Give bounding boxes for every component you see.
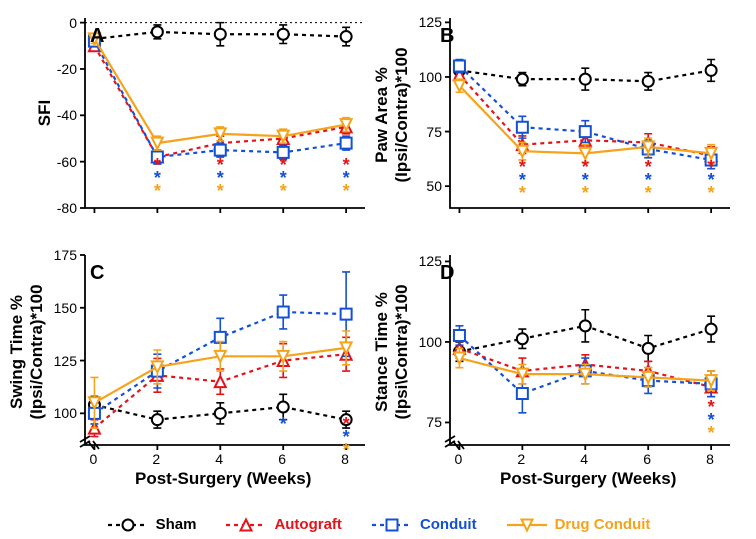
panel-b: ************ — [450, 18, 730, 208]
panel-c: **** — [85, 255, 365, 445]
panel-label-c: C — [90, 262, 104, 285]
panel-label-b: B — [440, 25, 454, 48]
svg-text:*: * — [154, 181, 161, 201]
legend-label: Sham — [156, 516, 197, 533]
legend-label: Conduit — [420, 516, 477, 533]
panel-a: ************ — [85, 18, 365, 208]
svg-text:*: * — [519, 183, 526, 203]
svg-text:*: * — [582, 183, 589, 203]
svg-text:*: * — [343, 181, 350, 201]
legend-item-conduit: Conduit — [370, 516, 477, 533]
legend-item-autograft: Autograft — [224, 516, 342, 533]
legend: Sham Autograft Conduit Drug Conduit — [0, 516, 756, 533]
figure-root: { "layout": { "panel_w": 280, "panel_h":… — [0, 0, 756, 539]
panel-label-a: A — [90, 25, 104, 48]
svg-text:*: * — [280, 414, 287, 434]
legend-item-drugconduit: Drug Conduit — [505, 516, 651, 533]
svg-text:*: * — [708, 183, 715, 203]
svg-text:*: * — [645, 183, 652, 203]
panel-d: *** — [450, 255, 730, 445]
panel-label-d: D — [440, 262, 454, 285]
svg-text:*: * — [708, 423, 715, 443]
legend-label: Drug Conduit — [555, 516, 651, 533]
svg-text:*: * — [217, 181, 224, 201]
svg-text:*: * — [280, 181, 287, 201]
legend-label: Autograft — [274, 516, 342, 533]
legend-item-sham: Sham — [106, 516, 197, 533]
